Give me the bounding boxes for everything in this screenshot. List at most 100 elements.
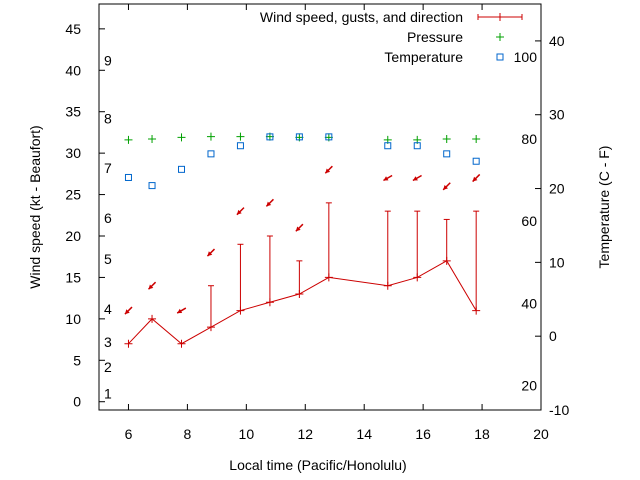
fahrenheit-label: 80	[521, 131, 537, 147]
wind-arrow-head	[295, 226, 301, 232]
temperature-point	[266, 133, 274, 141]
temperature-point	[443, 150, 451, 158]
pressure-point	[124, 135, 133, 144]
beaufort-label: 7	[104, 160, 112, 176]
pressure-point	[206, 132, 215, 141]
fahrenheit-label: 100	[514, 49, 538, 65]
x-tick-label: 20	[533, 426, 549, 442]
temperature-point	[236, 142, 244, 150]
legend-wind-marker	[496, 13, 504, 21]
x-axis: 6 8 10 12 14 16 18 20	[125, 4, 549, 442]
wind-series	[124, 165, 481, 348]
temperature-point	[295, 133, 303, 141]
wind-arrow-head	[177, 308, 183, 314]
wind-arrow-head	[325, 168, 331, 174]
x-tick-label: 14	[356, 426, 372, 442]
temperature-point	[384, 142, 392, 150]
wind-arrow-head	[266, 201, 272, 207]
legend-label: Pressure	[407, 29, 463, 45]
wind-point	[442, 256, 451, 265]
y2-tick-label: 40	[549, 33, 565, 49]
wind-arrow-head	[124, 309, 130, 315]
y-tick-label: 0	[73, 394, 81, 410]
y-tick-label: 10	[65, 311, 81, 327]
fahrenheit-label: 20	[521, 378, 537, 394]
beaufort-label: 4	[104, 301, 112, 317]
wind-arrow-head	[443, 185, 448, 190]
wind-point	[177, 339, 186, 348]
legend-temperature-marker	[496, 53, 504, 61]
temperature-point	[148, 182, 156, 190]
wind-arrow-head	[148, 284, 154, 290]
wind-point	[206, 323, 215, 332]
y2-tick-label: 30	[549, 107, 565, 123]
fahrenheit-label: 40	[521, 296, 537, 312]
wind-point	[148, 314, 157, 323]
y-tick-label: 15	[65, 269, 81, 285]
plot-border	[98, 3, 542, 411]
wind-point	[324, 273, 333, 282]
x-axis-label: Local time (Pacific/Honolulu)	[229, 457, 406, 473]
beaufort-label: 5	[104, 251, 112, 267]
pressure-point	[148, 135, 157, 144]
y2-tick-label: -10	[549, 402, 569, 418]
wind-point	[236, 306, 245, 315]
legend-pressure-marker	[496, 33, 504, 41]
wind-point	[413, 273, 422, 282]
temperature-point	[124, 173, 132, 181]
y-tick-label: 30	[65, 145, 81, 161]
wind-arrow-head	[383, 176, 389, 181]
temperature-point	[178, 165, 186, 173]
wind-point	[265, 298, 274, 307]
y2-axis-label: Temperature (C - F)	[596, 146, 612, 269]
fahrenheit-scale: 20 40 60 80 100	[514, 49, 538, 393]
pressure-point	[472, 135, 481, 144]
wind-arrow-head	[472, 176, 478, 182]
pressure-point	[236, 132, 245, 141]
y2-tick-label: 0	[549, 328, 557, 344]
y-tick-label: 35	[65, 104, 81, 120]
temperature-point	[207, 150, 215, 158]
temperature-point	[325, 133, 333, 141]
wind-point	[124, 339, 133, 348]
y-tick-label: 40	[65, 62, 81, 78]
y-tick-label: 20	[65, 228, 81, 244]
beaufort-label: 2	[104, 359, 112, 375]
legend: Wind speed, gusts, and direction Pressure…	[260, 9, 523, 65]
legend-label: Temperature	[384, 49, 463, 65]
fahrenheit-label: 60	[521, 213, 537, 229]
wind-point	[295, 290, 304, 298]
y-tick-label: 25	[65, 187, 81, 203]
y-axis-label: Wind speed (kt - Beaufort)	[27, 125, 43, 288]
y2-tick-label: 20	[549, 181, 565, 197]
temperature-point	[413, 142, 421, 150]
wind-point	[383, 281, 392, 290]
legend-label: Wind speed, gusts, and direction	[260, 9, 463, 25]
y-tick-label: 5	[73, 352, 81, 368]
x-tick-label: 10	[239, 426, 255, 442]
x-tick-label: 8	[184, 426, 192, 442]
wind-arrow-head	[207, 251, 213, 257]
wind-point	[472, 306, 481, 315]
x-tick-label: 6	[125, 426, 133, 442]
beaufort-label: 6	[104, 210, 112, 226]
beaufort-scale: 1 2 3 4 5 6 7 8 9	[104, 52, 112, 401]
wind-arrow-head	[412, 176, 418, 181]
x-tick-label: 16	[415, 426, 431, 442]
y-axis-left: 0 5 10 15 20 25 30 35 40 45	[65, 21, 105, 410]
y-tick-label: 45	[65, 21, 81, 37]
plot-frame	[98, 3, 542, 411]
beaufort-label: 3	[104, 334, 112, 350]
x-tick-label: 18	[474, 426, 490, 442]
beaufort-label: 8	[104, 110, 112, 126]
temperature-point	[472, 157, 480, 165]
y2-tick-label: 10	[549, 254, 565, 270]
temperature-series	[124, 133, 480, 190]
beaufort-label: 1	[104, 385, 112, 401]
pressure-point	[442, 135, 451, 144]
x-tick-label: 12	[297, 426, 313, 442]
y-axis-right: -10 0 10 20 30 40	[535, 33, 569, 418]
wind-arrow-head	[236, 209, 242, 215]
beaufort-label: 9	[104, 52, 112, 68]
